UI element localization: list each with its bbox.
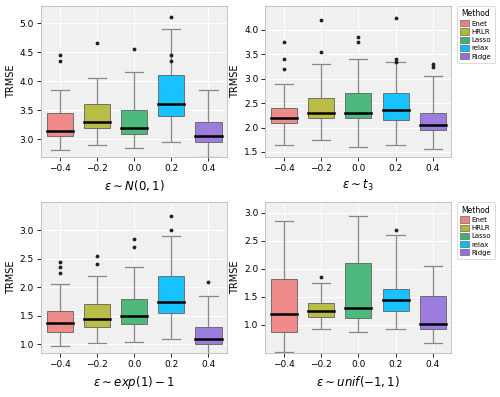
- Bar: [308, 98, 334, 118]
- Bar: [420, 296, 446, 330]
- X-axis label: $\epsilon \sim t_3$: $\epsilon \sim t_3$: [342, 178, 374, 193]
- X-axis label: $\epsilon \sim N(0, 1)$: $\epsilon \sim N(0, 1)$: [104, 178, 164, 193]
- Bar: [84, 104, 110, 128]
- Y-axis label: TRMSE: TRMSE: [230, 64, 240, 98]
- Bar: [420, 113, 446, 130]
- Bar: [346, 93, 372, 118]
- Bar: [346, 263, 372, 318]
- X-axis label: $\epsilon \sim unif(-1, 1)$: $\epsilon \sim unif(-1, 1)$: [316, 374, 400, 389]
- Bar: [46, 113, 72, 137]
- Legend: Enet, HRLR, Lasso, relax, Ridge: Enet, HRLR, Lasso, relax, Ridge: [456, 202, 494, 259]
- Y-axis label: TRMSE: TRMSE: [6, 64, 16, 98]
- Bar: [196, 327, 222, 344]
- Bar: [308, 303, 334, 316]
- Bar: [84, 304, 110, 327]
- Bar: [121, 110, 147, 133]
- Bar: [382, 289, 408, 311]
- Legend: Enet, HRLR, Lasso, relax, Ridge: Enet, HRLR, Lasso, relax, Ridge: [456, 6, 494, 63]
- Bar: [158, 75, 184, 116]
- Bar: [46, 311, 72, 332]
- Bar: [196, 122, 222, 142]
- Bar: [382, 93, 408, 120]
- X-axis label: $\epsilon \sim exp(1) - 1$: $\epsilon \sim exp(1) - 1$: [93, 374, 175, 391]
- Y-axis label: TRMSE: TRMSE: [6, 260, 16, 294]
- Bar: [271, 279, 297, 331]
- Y-axis label: TRMSE: TRMSE: [230, 260, 240, 294]
- Bar: [271, 108, 297, 123]
- Bar: [158, 276, 184, 313]
- Bar: [121, 299, 147, 324]
